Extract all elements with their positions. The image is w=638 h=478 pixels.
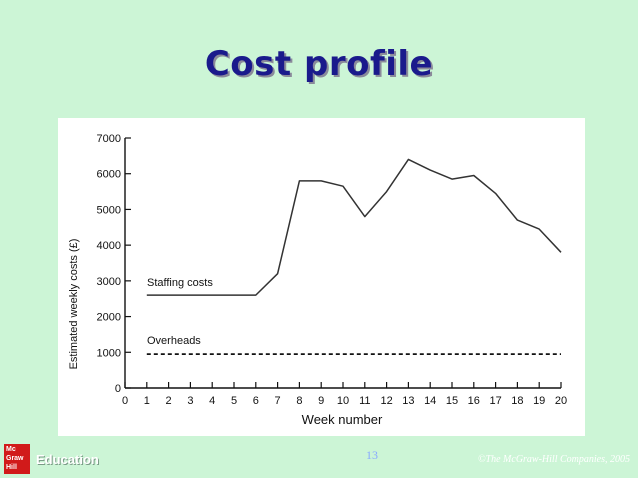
y-axis-title: Estimated weekly costs (£)	[68, 239, 80, 370]
y-tick-label: 0	[115, 383, 121, 395]
x-tick-label: 11	[359, 395, 370, 407]
x-tick-label: 16	[468, 395, 480, 407]
x-tick-label: 5	[231, 395, 237, 407]
overheads-label: Overheads	[147, 335, 201, 347]
x-tick-label: 20	[555, 395, 567, 407]
x-tick-label: 7	[275, 395, 281, 407]
education-label: Education	[36, 452, 99, 467]
series-lines	[146, 158, 562, 356]
x-tick-label: 12	[380, 395, 392, 407]
y-tick-label: 3000	[97, 276, 121, 288]
x-tick-label: 15	[446, 395, 458, 407]
x-tick-label: 10	[337, 395, 349, 407]
x-tick-label: 0	[122, 395, 128, 407]
x-tick-label: 3	[187, 395, 193, 407]
x-tick-label: 1	[144, 395, 150, 407]
copyright-notice: ©The McGraw-Hill Companies, 2005	[477, 454, 630, 465]
x-axis: 0 1 2 3 4 5 6 7 8 9 10 11 12 13 14 15 16 17 18 19 20	[122, 382, 567, 407]
logo-line: Graw	[6, 455, 24, 462]
y-tick-label: 5000	[97, 204, 121, 216]
y-tick-label: 6000	[97, 169, 121, 181]
staffing-costs-line	[146, 158, 562, 296]
x-tick-label: 13	[402, 395, 414, 407]
x-tick-label: 14	[424, 395, 436, 407]
x-tick-label: 4	[209, 395, 215, 407]
x-tick-label: 19	[533, 395, 545, 407]
x-tick-label: 18	[511, 395, 523, 407]
x-tick-label: 8	[296, 395, 302, 407]
logo-line: Mc	[6, 446, 16, 453]
x-tick-label: 6	[253, 395, 259, 407]
slide-title: Cost profile	[204, 44, 434, 84]
y-tick-label: 4000	[97, 240, 121, 252]
x-tick-label: 9	[318, 395, 324, 407]
y-axis: 0 1000 2000 3000 4000 5000 6000 7000	[97, 133, 131, 395]
page-number: 13	[366, 448, 378, 462]
logo-line: Hill	[6, 464, 17, 471]
y-tick-label: 2000	[97, 312, 121, 324]
x-axis-title: Week number	[302, 412, 383, 427]
staffing-costs-label: Staffing costs	[147, 277, 213, 289]
y-tick-label: 7000	[97, 133, 121, 145]
x-tick-label: 17	[489, 395, 501, 407]
x-tick-label: 2	[166, 395, 172, 407]
mcgraw-hill-logo: Mc Graw Hill	[4, 444, 30, 474]
y-tick-label: 1000	[97, 347, 121, 359]
